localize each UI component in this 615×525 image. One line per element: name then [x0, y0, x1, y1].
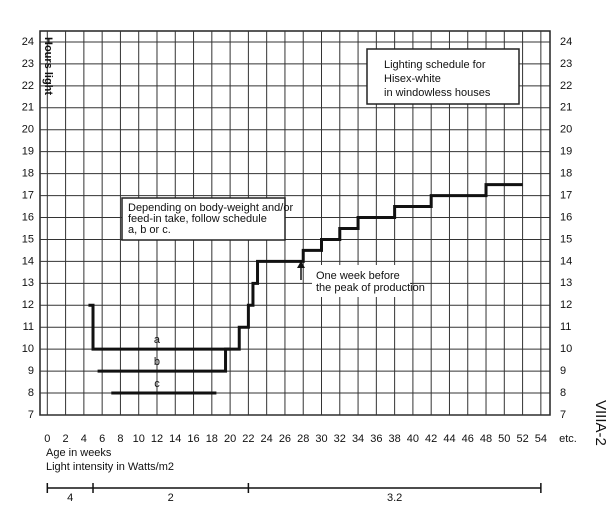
light-label: Light intensity in Watts/m2 [46, 461, 174, 473]
x-end-label: etc. [559, 433, 577, 445]
y-tick-label-right: 13 [560, 277, 572, 289]
y-tick-label: 16 [22, 211, 34, 223]
x-tick-label: 4 [81, 433, 87, 445]
y-tick-label-right: 24 [560, 36, 572, 48]
y-tick-label: 8 [28, 387, 34, 399]
x-tick-label: 24 [261, 433, 273, 445]
x-tick-label: 28 [297, 433, 309, 445]
x-tick-label: 26 [279, 433, 291, 445]
title-box [366, 48, 520, 105]
x-tick-label: 44 [443, 433, 455, 445]
y-tick-label-right: 23 [560, 58, 572, 70]
series-label: c [154, 378, 160, 390]
step-line [97, 347, 231, 373]
y-tick-label-right: 19 [560, 146, 572, 158]
intensity-value: 3.2 [387, 492, 402, 504]
step-line [88, 183, 523, 351]
intensity-value: 4 [67, 492, 73, 504]
y-axis-label: Hours light [42, 37, 54, 95]
annotation: One week before [316, 270, 400, 282]
x-tick-label: 46 [462, 433, 474, 445]
y-tick-label: 18 [22, 168, 34, 180]
x-tick-label: 36 [370, 433, 382, 445]
y-tick-label-right: 15 [560, 233, 572, 245]
chart-title: in windowless houses [384, 87, 491, 99]
y-tick-label-right: 9 [560, 365, 566, 377]
y-tick-label-right: 11 [560, 321, 571, 333]
y-tick-label: 15 [22, 233, 34, 245]
annotation: a, b or c. [128, 224, 171, 236]
x-tick-label: 52 [516, 433, 528, 445]
arrow-head [297, 261, 305, 268]
y-tick-label-right: 22 [560, 80, 572, 92]
x-tick-label: 18 [206, 433, 218, 445]
y-tick-label-right: 18 [560, 168, 572, 180]
y-tick-label-right: 20 [560, 124, 572, 136]
x-tick-label: 16 [187, 433, 199, 445]
x-tick-label: 20 [224, 433, 236, 445]
y-tick-label: 7 [28, 409, 34, 421]
annotation: feed-in take, follow schedule [128, 213, 267, 225]
x-tick-label: 54 [535, 433, 547, 445]
y-tick-label: 19 [22, 146, 34, 158]
y-tick-label: 22 [22, 80, 34, 92]
y-tick-label-right: 14 [560, 255, 572, 267]
x-tick-label: 6 [99, 433, 105, 445]
figure-id: VIIIA-2 [592, 400, 609, 446]
y-tick-label-right: 12 [560, 299, 572, 311]
y-tick-label: 17 [22, 189, 34, 201]
y-tick-label: 13 [22, 277, 34, 289]
x-tick-label: 22 [242, 433, 254, 445]
y-tick-label-right: 10 [560, 343, 572, 355]
x-tick-label: 34 [352, 433, 364, 445]
y-tick-label: 21 [22, 102, 34, 114]
y-tick-label: 23 [22, 58, 34, 70]
y-tick-label-right: 8 [560, 387, 566, 399]
annotation: Depending on body-weight and/or [128, 202, 293, 214]
x-tick-label: 12 [151, 433, 163, 445]
y-tick-label: 14 [22, 255, 34, 267]
intensity-value: 2 [168, 492, 174, 504]
x-tick-label: 10 [133, 433, 145, 445]
annotation-bg [312, 265, 410, 297]
annotation-box [121, 197, 286, 241]
x-tick-label: 8 [117, 433, 123, 445]
y-tick-label: 10 [22, 343, 34, 355]
y-tick-label-right: 21 [560, 102, 572, 114]
x-axis-label: Age in weeks [46, 447, 112, 459]
x-tick-label: 48 [480, 433, 492, 445]
chart-title: Lighting schedule for [384, 59, 486, 71]
y-tick-label-right: 7 [560, 409, 566, 421]
x-tick-label: 30 [315, 433, 327, 445]
y-tick-label: 11 [23, 321, 34, 333]
series-label: a [154, 334, 161, 346]
annotation: the peak of production [316, 282, 425, 294]
x-tick-label: 0 [44, 433, 50, 445]
x-tick-label: 50 [498, 433, 510, 445]
chart-title: Hisex-white [384, 73, 441, 85]
y-tick-label: 20 [22, 124, 34, 136]
y-tick-label: 12 [22, 299, 34, 311]
x-tick-label: 14 [169, 433, 181, 445]
x-tick-label: 32 [334, 433, 346, 445]
y-tick-label-right: 16 [560, 211, 572, 223]
y-tick-label-right: 17 [560, 189, 572, 201]
y-tick-label: 9 [28, 365, 34, 377]
x-tick-label: 2 [63, 433, 69, 445]
x-tick-label: 40 [407, 433, 419, 445]
series-label: b [154, 356, 160, 368]
x-tick-label: 42 [425, 433, 437, 445]
y-tick-label: 24 [22, 36, 34, 48]
x-tick-label: 38 [388, 433, 400, 445]
